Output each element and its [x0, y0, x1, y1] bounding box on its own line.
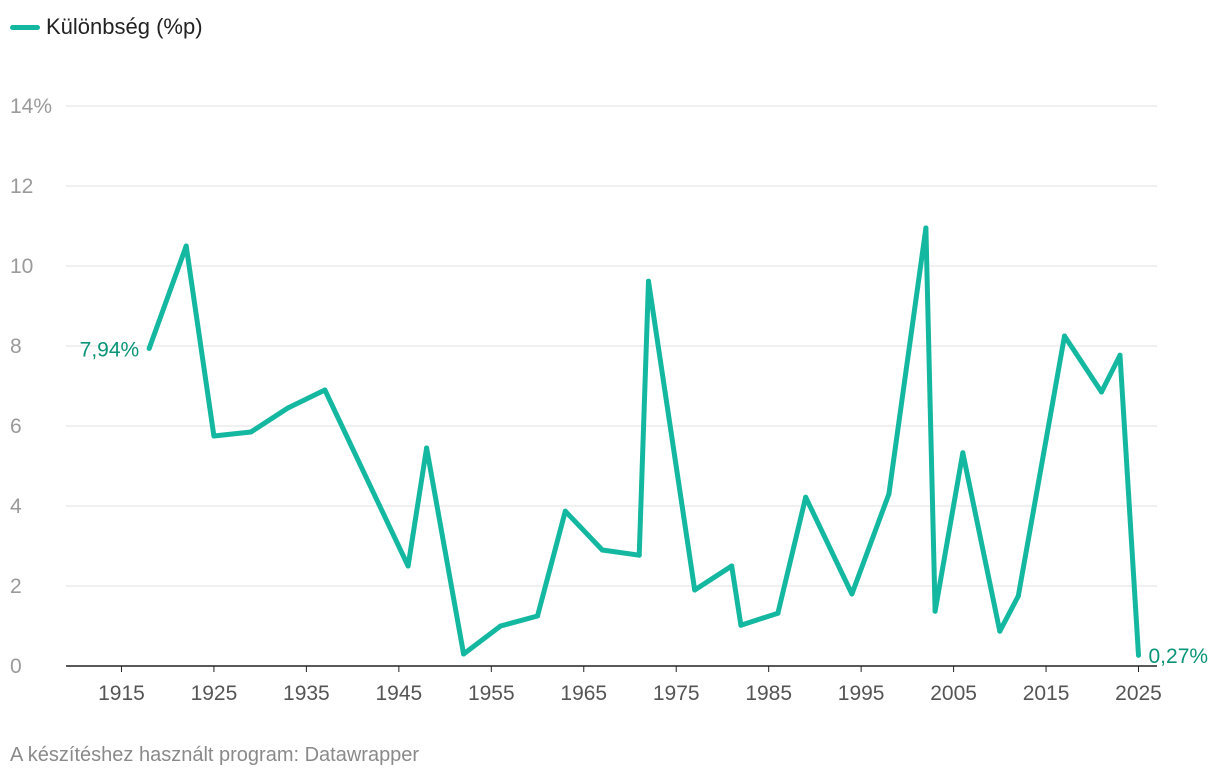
- x-tick-label: 1995: [838, 682, 885, 705]
- data-point: [775, 610, 781, 616]
- grid-layer: [66, 105, 1157, 667]
- y-tick-label: 4: [10, 495, 22, 518]
- data-point: [1117, 352, 1123, 358]
- data-point: [461, 651, 467, 657]
- series-line: [146, 225, 1141, 658]
- data-point: [322, 387, 328, 393]
- x-tick-label: 1945: [375, 682, 422, 705]
- data-point: [405, 563, 411, 569]
- data-point: [886, 491, 892, 497]
- data-label: 0,27%: [1149, 645, 1209, 668]
- data-point: [424, 445, 430, 451]
- y-tick-label: 0: [10, 655, 22, 678]
- data-point: [645, 278, 651, 284]
- data-point: [211, 433, 217, 439]
- data-point: [146, 345, 152, 351]
- y-tick-label: 2: [10, 575, 22, 598]
- data-point: [803, 494, 809, 500]
- legend-swatch: [10, 24, 40, 30]
- data-point: [535, 613, 541, 619]
- data-point: [729, 563, 735, 569]
- legend-label: Különbség (%p): [46, 14, 203, 39]
- data-point: [1136, 652, 1142, 658]
- x-tick-label: 2005: [930, 682, 977, 705]
- data-point: [248, 429, 254, 435]
- y-axis-ticks: 0 2 4 6 8 10 12 14%: [10, 95, 52, 678]
- y-tick-label: 8: [10, 335, 22, 358]
- y-tick-label: 12: [10, 175, 33, 198]
- x-tick-label: 1935: [283, 682, 330, 705]
- annotation-layer: 7,94% 0,27%: [80, 338, 1208, 668]
- x-tick-label: 1915: [98, 682, 145, 705]
- x-axis-ticks: 1915 1925 1935 1945 1955 1965 1975 1985 1995 2005…: [98, 666, 1162, 705]
- x-tick-label: 1955: [468, 682, 515, 705]
- series-layer: [146, 225, 1142, 658]
- data-point: [636, 552, 642, 558]
- data-point: [285, 405, 291, 411]
- source-credit: A készítéshez használt program: Datawrap…: [10, 744, 420, 766]
- data-point: [997, 628, 1003, 634]
- legend: Különbség (%p): [10, 14, 203, 40]
- data-point: [692, 587, 698, 593]
- data-point: [849, 591, 855, 597]
- x-tick-label: 2015: [1023, 682, 1070, 705]
- y-tick-label: 14%: [10, 95, 52, 118]
- data-point: [498, 623, 504, 629]
- data-point: [599, 547, 605, 553]
- data-point: [183, 243, 189, 249]
- x-tick-label: 1985: [745, 682, 792, 705]
- data-point: [1015, 593, 1021, 599]
- data-label: 7,94%: [80, 338, 140, 361]
- data-point: [923, 225, 929, 231]
- y-tick-label: 10: [10, 255, 33, 278]
- data-point: [1062, 333, 1068, 339]
- data-point: [738, 622, 744, 628]
- x-tick-label: 1965: [560, 682, 607, 705]
- data-point: [562, 508, 568, 514]
- y-tick-label: 6: [10, 415, 22, 438]
- x-tick-label: 1975: [653, 682, 700, 705]
- x-tick-label: 2025: [1115, 682, 1162, 705]
- x-tick-label: 1925: [191, 682, 238, 705]
- data-point: [960, 450, 966, 456]
- data-point: [1099, 389, 1105, 395]
- data-point: [932, 608, 938, 614]
